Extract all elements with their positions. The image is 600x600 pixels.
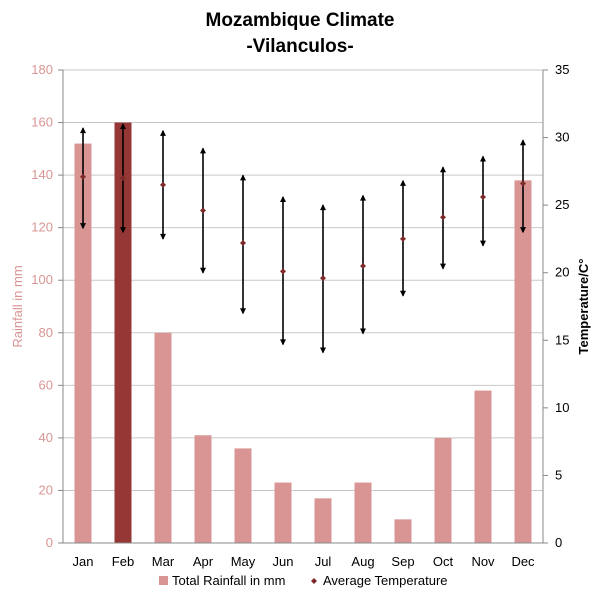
right-tick-label: 15	[555, 332, 569, 347]
chart-subtitle: -Vilanculos-	[246, 36, 353, 57]
chart-title: Mozambique Climate	[206, 10, 395, 31]
left-tick-label: 120	[31, 220, 53, 235]
left-tick-label: 60	[39, 377, 53, 392]
temperature-point	[480, 194, 486, 201]
x-tick-label: Jul	[315, 554, 332, 569]
left-tick-label: 140	[31, 167, 53, 182]
temperature-point	[360, 262, 366, 269]
range-high-arrow	[520, 139, 526, 146]
rainfall-bar	[354, 482, 372, 543]
range-high-arrow	[120, 123, 126, 130]
rainfall-bar	[514, 180, 532, 543]
temperature-point	[160, 181, 166, 188]
range-high-arrow	[80, 127, 86, 134]
range-low-arrow	[80, 223, 86, 230]
x-tick-label: Nov	[471, 554, 495, 569]
range-low-arrow	[120, 227, 126, 234]
left-tick-label: 80	[39, 325, 53, 340]
right-tick-label: 10	[555, 400, 569, 415]
rainfall-bar	[234, 448, 252, 543]
range-high-arrow	[360, 194, 366, 201]
x-tick-label: Apr	[193, 554, 214, 569]
rainfall-bar	[274, 482, 292, 543]
left-tick-label: 40	[39, 430, 53, 445]
x-tick-label: Oct	[433, 554, 454, 569]
range-high-arrow	[280, 196, 286, 203]
temperature-point	[240, 239, 246, 246]
x-tick-label: Jan	[73, 554, 94, 569]
x-tick-label: Dec	[511, 554, 535, 569]
legend-temperature-label: Average Temperature	[323, 573, 448, 588]
rainfall-bar	[154, 332, 172, 543]
range-low-arrow	[440, 263, 446, 270]
left-tick-label: 160	[31, 115, 53, 130]
x-tick-label: Aug	[351, 554, 374, 569]
range-low-arrow	[200, 267, 206, 274]
x-tick-label: Sep	[391, 554, 414, 569]
right-tick-label: 0	[555, 535, 562, 550]
temperature-ranges	[80, 123, 526, 354]
range-high-arrow	[480, 155, 486, 162]
range-low-arrow	[280, 339, 286, 346]
right-tick-label: 25	[555, 197, 569, 212]
axes	[58, 69, 548, 544]
range-low-arrow	[480, 240, 486, 247]
range-high-arrow	[440, 166, 446, 173]
gridlines	[63, 69, 543, 491]
rainfall-bar	[74, 143, 92, 544]
legend: Total Rainfall in mm Average Temperature	[159, 573, 448, 588]
range-high-arrow	[400, 179, 406, 186]
left-tick-label: 0	[46, 535, 53, 550]
left-tick-label: 100	[31, 272, 53, 287]
y-axis-label: Rainfall in mm	[10, 265, 25, 347]
range-high-arrow	[160, 129, 166, 136]
temperature-point	[200, 207, 206, 214]
temperature-point	[320, 275, 326, 282]
temperature-point	[80, 173, 86, 180]
y2-axis-label: Temperature/C°	[576, 259, 591, 355]
range-high-arrow	[320, 204, 326, 211]
legend-rainfall-label: Total Rainfall in mm	[172, 573, 285, 588]
right-tick-label: 20	[555, 265, 569, 280]
rainfall-bars	[74, 122, 532, 544]
temperature-point	[400, 235, 406, 242]
rainfall-bar	[114, 122, 132, 544]
range-low-arrow	[520, 227, 526, 234]
range-high-arrow	[200, 147, 206, 154]
rainfall-bar	[314, 498, 332, 543]
range-low-arrow	[400, 290, 406, 297]
legend-temperature-marker	[311, 578, 317, 584]
range-low-arrow	[160, 233, 166, 240]
tick-labels: 0 20 40 60 80 100 120 140 160 180 0 5 10 15 20 25 30 35 Ja…	[31, 62, 569, 569]
legend-rainfall-swatch	[159, 576, 168, 585]
x-tick-label: Jun	[273, 554, 294, 569]
temperature-point	[520, 180, 526, 187]
rainfall-bar	[394, 519, 412, 543]
range-low-arrow	[360, 328, 366, 335]
left-tick-label: 20	[39, 482, 53, 497]
rainfall-bar	[434, 437, 452, 543]
x-tick-label: Mar	[152, 554, 175, 569]
rainfall-bar	[474, 390, 492, 543]
temperature-point	[440, 214, 446, 221]
right-tick-label: 35	[555, 62, 569, 77]
temperature-point	[280, 268, 286, 275]
x-tick-label: Feb	[112, 554, 134, 569]
range-low-arrow	[240, 308, 246, 315]
range-low-arrow	[320, 347, 326, 354]
right-tick-label: 30	[555, 130, 569, 145]
temperature-point	[120, 175, 126, 182]
rainfall-bar	[194, 435, 212, 543]
x-tick-label: May	[231, 554, 256, 569]
range-high-arrow	[240, 174, 246, 181]
right-tick-label: 5	[555, 467, 562, 482]
left-tick-label: 180	[31, 62, 53, 77]
